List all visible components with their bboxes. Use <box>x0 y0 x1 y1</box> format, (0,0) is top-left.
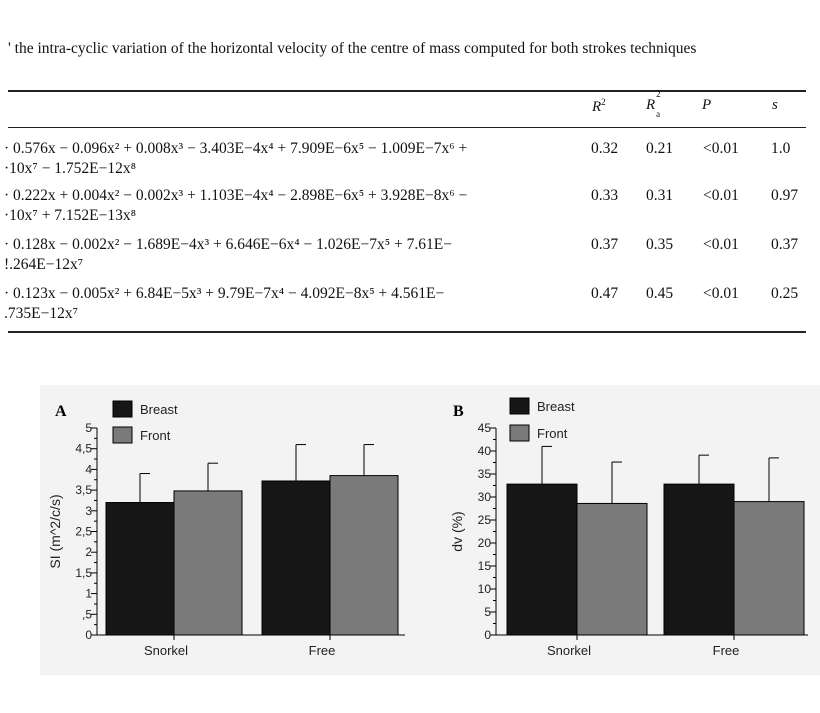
header-p: P <box>702 97 712 113</box>
r2-adjusted-cell: 0.45 <box>646 285 674 302</box>
panel-label: B <box>453 403 464 420</box>
legend-label: Front <box>537 426 568 441</box>
panel-label: A <box>55 403 67 420</box>
r2-adjusted-cell: 0.21 <box>646 140 674 157</box>
s-cell: 1.0 <box>771 140 791 157</box>
p-cell: <0.01 <box>703 236 739 253</box>
y-tick-label: 25 <box>478 513 492 527</box>
table-top-rule <box>8 90 806 92</box>
y-tick-label: 40 <box>478 444 492 458</box>
bar <box>576 502 648 636</box>
table-bottom-rule <box>8 331 806 333</box>
y-tick-label: 3,5 <box>75 483 92 497</box>
y-tick-label: 0 <box>484 628 491 642</box>
table-caption: ' the intra-cyclic variation of the hori… <box>8 40 697 57</box>
y-tick-label: 15 <box>478 559 492 573</box>
r2-cell: 0.37 <box>591 236 619 253</box>
y-tick-label: 2,5 <box>75 525 92 539</box>
x-tick-label: Snorkel <box>547 643 591 658</box>
y-tick-label: 30 <box>478 490 492 504</box>
table-row: · 0.128x − 0.002x² − 1.689E−4x³ + 6.646E… <box>0 235 820 281</box>
legend-swatch <box>509 424 530 442</box>
equation-cell: · 0.576x − 0.096x² + 0.008x³ − 3.403E−4x… <box>4 140 468 177</box>
y-tick-label: 10 <box>478 582 492 596</box>
p-cell: <0.01 <box>703 285 739 302</box>
y-tick-label: 35 <box>478 467 492 481</box>
p-cell: <0.01 <box>703 187 739 204</box>
y-axis-label: dv (%) <box>449 511 465 551</box>
y-tick-label: ,5 <box>82 607 92 621</box>
y-tick-label: 0 <box>85 628 92 642</box>
bar <box>173 490 243 636</box>
legend-swatch <box>112 426 133 444</box>
y-tick-label: 45 <box>478 421 492 435</box>
x-tick-label: Free <box>309 643 336 658</box>
table-row: · 0.222x + 0.004x² − 0.002x³ + 1.103E−4x… <box>0 186 820 232</box>
y-tick-label: 20 <box>478 536 492 550</box>
equation-cell: · 0.222x + 0.004x² − 0.002x³ + 1.103E−4x… <box>4 187 468 224</box>
table-header-rule <box>8 127 806 128</box>
y-axis-label: SI (m^2/c/s) <box>47 494 63 568</box>
r2-adjusted-cell: 0.35 <box>646 236 674 253</box>
bar <box>733 501 805 636</box>
bar <box>261 480 331 636</box>
header-r2: R2 <box>592 97 606 115</box>
x-tick-label: Free <box>713 643 740 658</box>
s-cell: 0.37 <box>771 236 799 253</box>
legend-swatch <box>112 400 133 418</box>
equation-cell: · 0.128x − 0.002x² − 1.689E−4x³ + 6.646E… <box>4 236 452 273</box>
y-tick-label: 5 <box>484 605 491 619</box>
bar <box>663 483 735 636</box>
bar <box>329 475 399 636</box>
r2-cell: 0.33 <box>591 187 619 204</box>
bar <box>105 502 175 636</box>
table-row: · 0.576x − 0.096x² + 0.008x³ − 3.403E−4x… <box>0 139 820 185</box>
y-tick-label: 5 <box>85 421 92 435</box>
y-tick-label: 1,5 <box>75 566 92 580</box>
y-tick-label: 4,5 <box>75 442 92 456</box>
header-s: s <box>772 97 778 113</box>
legend-swatch <box>509 397 530 415</box>
y-tick-label: 2 <box>85 545 92 559</box>
s-cell: 0.97 <box>771 187 799 204</box>
y-tick-label: 1 <box>85 587 92 601</box>
bottom-strip <box>0 688 820 713</box>
legend-label: Front <box>140 428 171 443</box>
s-cell: 0.25 <box>771 285 799 302</box>
r2-cell: 0.32 <box>591 140 619 157</box>
y-tick-label: 3 <box>85 504 92 518</box>
y-tick-label: 4 <box>85 462 92 476</box>
bar <box>506 483 578 636</box>
table-row: · 0.123x − 0.005x² + 6.84E−5x³ + 9.79E−7… <box>0 284 820 330</box>
r2-cell: 0.47 <box>591 285 619 302</box>
legend-label: Breast <box>140 402 178 417</box>
r2-adjusted-cell: 0.31 <box>646 187 674 204</box>
legend-label: Breast <box>537 399 575 414</box>
p-cell: <0.01 <box>703 140 739 157</box>
equation-cell: · 0.123x − 0.005x² + 6.84E−5x³ + 9.79E−7… <box>4 285 445 322</box>
x-tick-label: Snorkel <box>144 643 188 658</box>
